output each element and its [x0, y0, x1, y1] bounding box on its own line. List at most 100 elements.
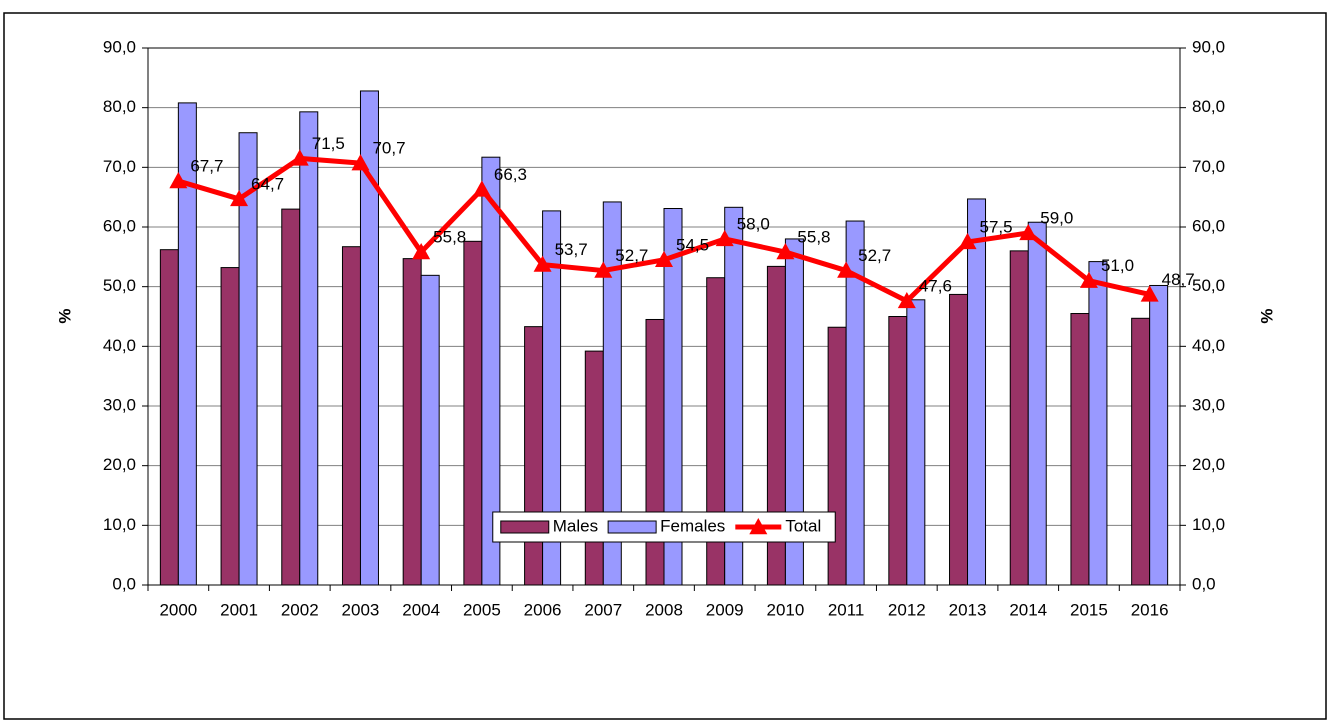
marker [472, 180, 491, 197]
marker [1079, 271, 1098, 288]
bar [1027, 221, 1047, 586]
x-tick-label: 2012 [888, 600, 926, 619]
bar [220, 267, 240, 586]
bar [827, 326, 847, 586]
x-tick-label: 2001 [220, 600, 258, 619]
x-tick-label: 2013 [949, 600, 987, 619]
bar [299, 111, 319, 586]
x-tick-label: 2014 [1009, 600, 1047, 619]
x-tick-label: 2007 [584, 600, 622, 619]
data-label: 57,5 [980, 217, 1013, 236]
y-axis-label: % [55, 308, 74, 323]
marker [655, 250, 673, 268]
legend-swatch [749, 518, 768, 535]
bar [159, 249, 179, 586]
y2-tick-label: 10,0 [1192, 515, 1225, 534]
x-tick-label: 2003 [342, 600, 380, 619]
data-label: 47,6 [919, 276, 952, 295]
y2-tick-label: 60,0 [1192, 216, 1225, 235]
y-tick-label: 40,0 [103, 336, 136, 355]
bar [524, 326, 544, 586]
data-label: 70,7 [372, 139, 405, 158]
bar [645, 318, 665, 586]
y2-tick-label: 20,0 [1192, 455, 1225, 474]
y-tick-label: 30,0 [103, 395, 136, 414]
marker [412, 243, 431, 260]
x-tick-label: 2015 [1070, 600, 1108, 619]
bar [967, 198, 987, 586]
data-label: 52,7 [615, 246, 648, 265]
y-tick-label: 60,0 [103, 216, 136, 235]
x-tick-label: 2011 [828, 600, 865, 619]
data-label: 53,7 [555, 240, 588, 259]
legend-label: Males [553, 516, 598, 535]
y2-tick-label: 50,0 [1192, 276, 1225, 295]
plot-border [147, 47, 1181, 586]
marker [837, 261, 856, 278]
x-tick-label: 2005 [463, 600, 501, 619]
legend-label: Total [785, 516, 821, 535]
x-tick-label: 2000 [159, 600, 197, 619]
data-label: 55,8 [433, 228, 466, 247]
y-tick-label: 10,0 [103, 515, 136, 534]
bar [1088, 261, 1108, 586]
x-tick-label: 2010 [766, 600, 804, 619]
bar [402, 258, 422, 586]
marker [533, 255, 552, 272]
y2-tick-label: 80,0 [1192, 97, 1225, 116]
data-label: 52,7 [858, 246, 891, 265]
bar [420, 274, 440, 586]
bar [463, 240, 483, 586]
legend-swatch [500, 520, 550, 534]
x-tick-label: 2004 [402, 600, 440, 619]
marker [1140, 285, 1159, 302]
x-tick-label: 2009 [706, 600, 744, 619]
data-label: 71,5 [312, 134, 345, 153]
bar [584, 350, 604, 586]
y2-axis-label: % [1257, 308, 1276, 323]
data-label: 66,3 [494, 165, 527, 184]
x-tick-label: 2006 [524, 600, 562, 619]
y-tick-label: 90,0 [103, 37, 136, 56]
marker [290, 149, 309, 166]
bar [906, 299, 926, 586]
y-tick-label: 20,0 [103, 455, 136, 474]
x-tick-label: 2016 [1131, 600, 1169, 619]
marker [594, 261, 613, 278]
marker [715, 229, 734, 247]
bar [888, 316, 908, 586]
data-label: 54,5 [676, 235, 709, 254]
bar [1009, 250, 1029, 586]
y-tick-label: 0,0 [112, 574, 136, 593]
marker [230, 189, 249, 207]
legend: Males Females Total [492, 511, 836, 543]
bar [1149, 284, 1169, 586]
y2-tick-label: 70,0 [1192, 157, 1225, 176]
marker [776, 243, 795, 260]
x-tick-label: 2008 [645, 600, 683, 619]
marker [1019, 223, 1038, 241]
bar [1070, 313, 1090, 586]
bar [281, 208, 301, 586]
bar [341, 246, 361, 586]
legend-label: Females [660, 516, 725, 535]
y2-tick-label: 30,0 [1192, 395, 1225, 414]
marker [169, 172, 188, 189]
data-label: 59,0 [1040, 208, 1073, 227]
marker [958, 232, 977, 250]
y-tick-label: 50,0 [103, 276, 136, 295]
bar [949, 293, 969, 586]
data-label: 64,7 [251, 174, 284, 193]
legend-swatch [607, 520, 657, 534]
y2-tick-label: 90,0 [1192, 37, 1225, 56]
y-tick-label: 80,0 [103, 97, 136, 116]
data-label: 48,7 [1162, 270, 1195, 289]
data-label: 58,0 [737, 214, 770, 233]
y-tick-label: 70,0 [103, 157, 136, 176]
data-label: 67,7 [190, 157, 223, 176]
y2-tick-label: 40,0 [1192, 336, 1225, 355]
x-tick-label: 2002 [281, 600, 319, 619]
bar [1131, 317, 1151, 586]
marker [351, 154, 370, 171]
